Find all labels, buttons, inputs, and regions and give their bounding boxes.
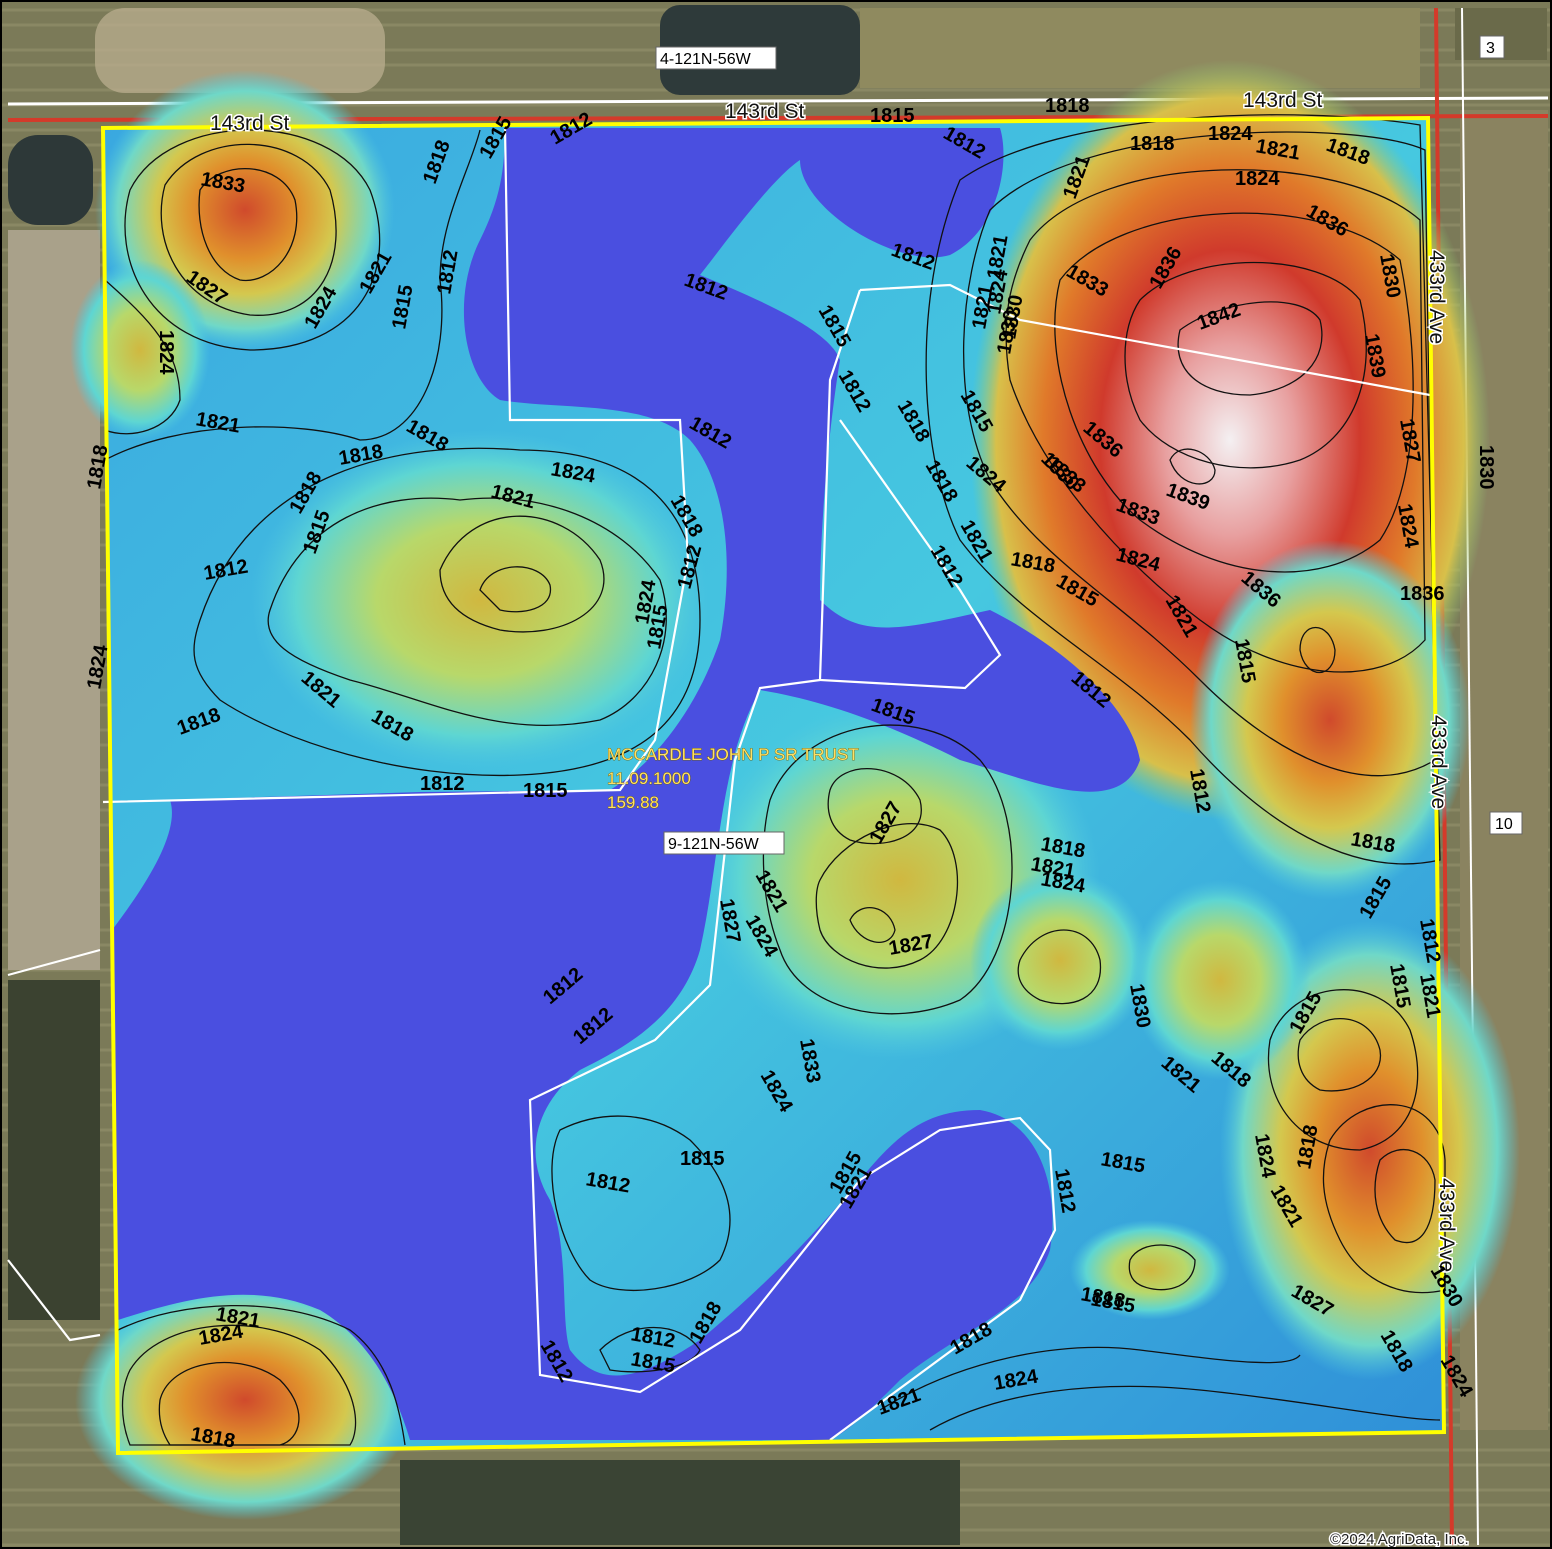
road-label-433rd-middle: 433rd Ave [1427,715,1450,809]
aerial-pond-south [400,1460,960,1545]
adjacent-section-10-text: 10 [1495,816,1513,833]
owner-label: MCCARDLE JOHN P SR TRUST 11.09.1000 159.… [607,745,859,813]
section-label-north: 4-121N-56W [655,46,777,70]
road-label-143rd-east: 143rd St [1243,89,1323,112]
aerial-field-nw [95,8,385,93]
road-label-433rd-south: 433rd Ave [1435,1178,1458,1272]
contour-label: 1824 [1208,123,1253,145]
road-label-143rd-west: 143rd St [210,112,290,135]
road-label-433rd-north: 433rd Ave [1425,250,1448,344]
contour-label: 1830 [1475,445,1497,490]
contour-label: 1812 [420,773,465,795]
low-water-areas [112,128,1140,1440]
adjacent-section-3-text: 3 [1486,40,1495,57]
owner-parcel-id: 11.09.1000 [607,769,691,788]
aerial-field-north [860,8,1420,88]
contour-label: 1818 [1130,133,1175,155]
parcel-lines [7,127,1431,1441]
contour-label: 1824 [1235,168,1280,190]
adjacent-section-3: 3 [1479,35,1505,59]
contour-label: 1824 [155,330,177,375]
contour-lines [104,114,1446,1446]
field-boundary [100,115,1447,1456]
section-label-main: 9-121N-56W [663,831,785,855]
adjacent-section-10: 10 [1489,811,1523,835]
section-label-north-text: 4-121N-56W [660,51,752,68]
contour-label: 1815 [870,105,915,127]
contour-label: 1815 [680,1148,725,1170]
owner-name: MCCARDLE JOHN P SR TRUST [607,745,859,764]
contour-label: 1815 [523,780,568,802]
aerial-pond-sw [8,980,100,1320]
aerial-pond-west [8,135,93,225]
contour-label: 1836 [1400,583,1445,605]
copyright-text: ©2024 AgriData, Inc. [1330,1531,1469,1548]
section-label-main-text: 9-121N-56W [668,836,760,853]
owner-acres: 159.88 [607,793,659,812]
contour-label: 1818 [1045,95,1090,117]
road-label-143rd-center: 143rd St [725,100,805,123]
